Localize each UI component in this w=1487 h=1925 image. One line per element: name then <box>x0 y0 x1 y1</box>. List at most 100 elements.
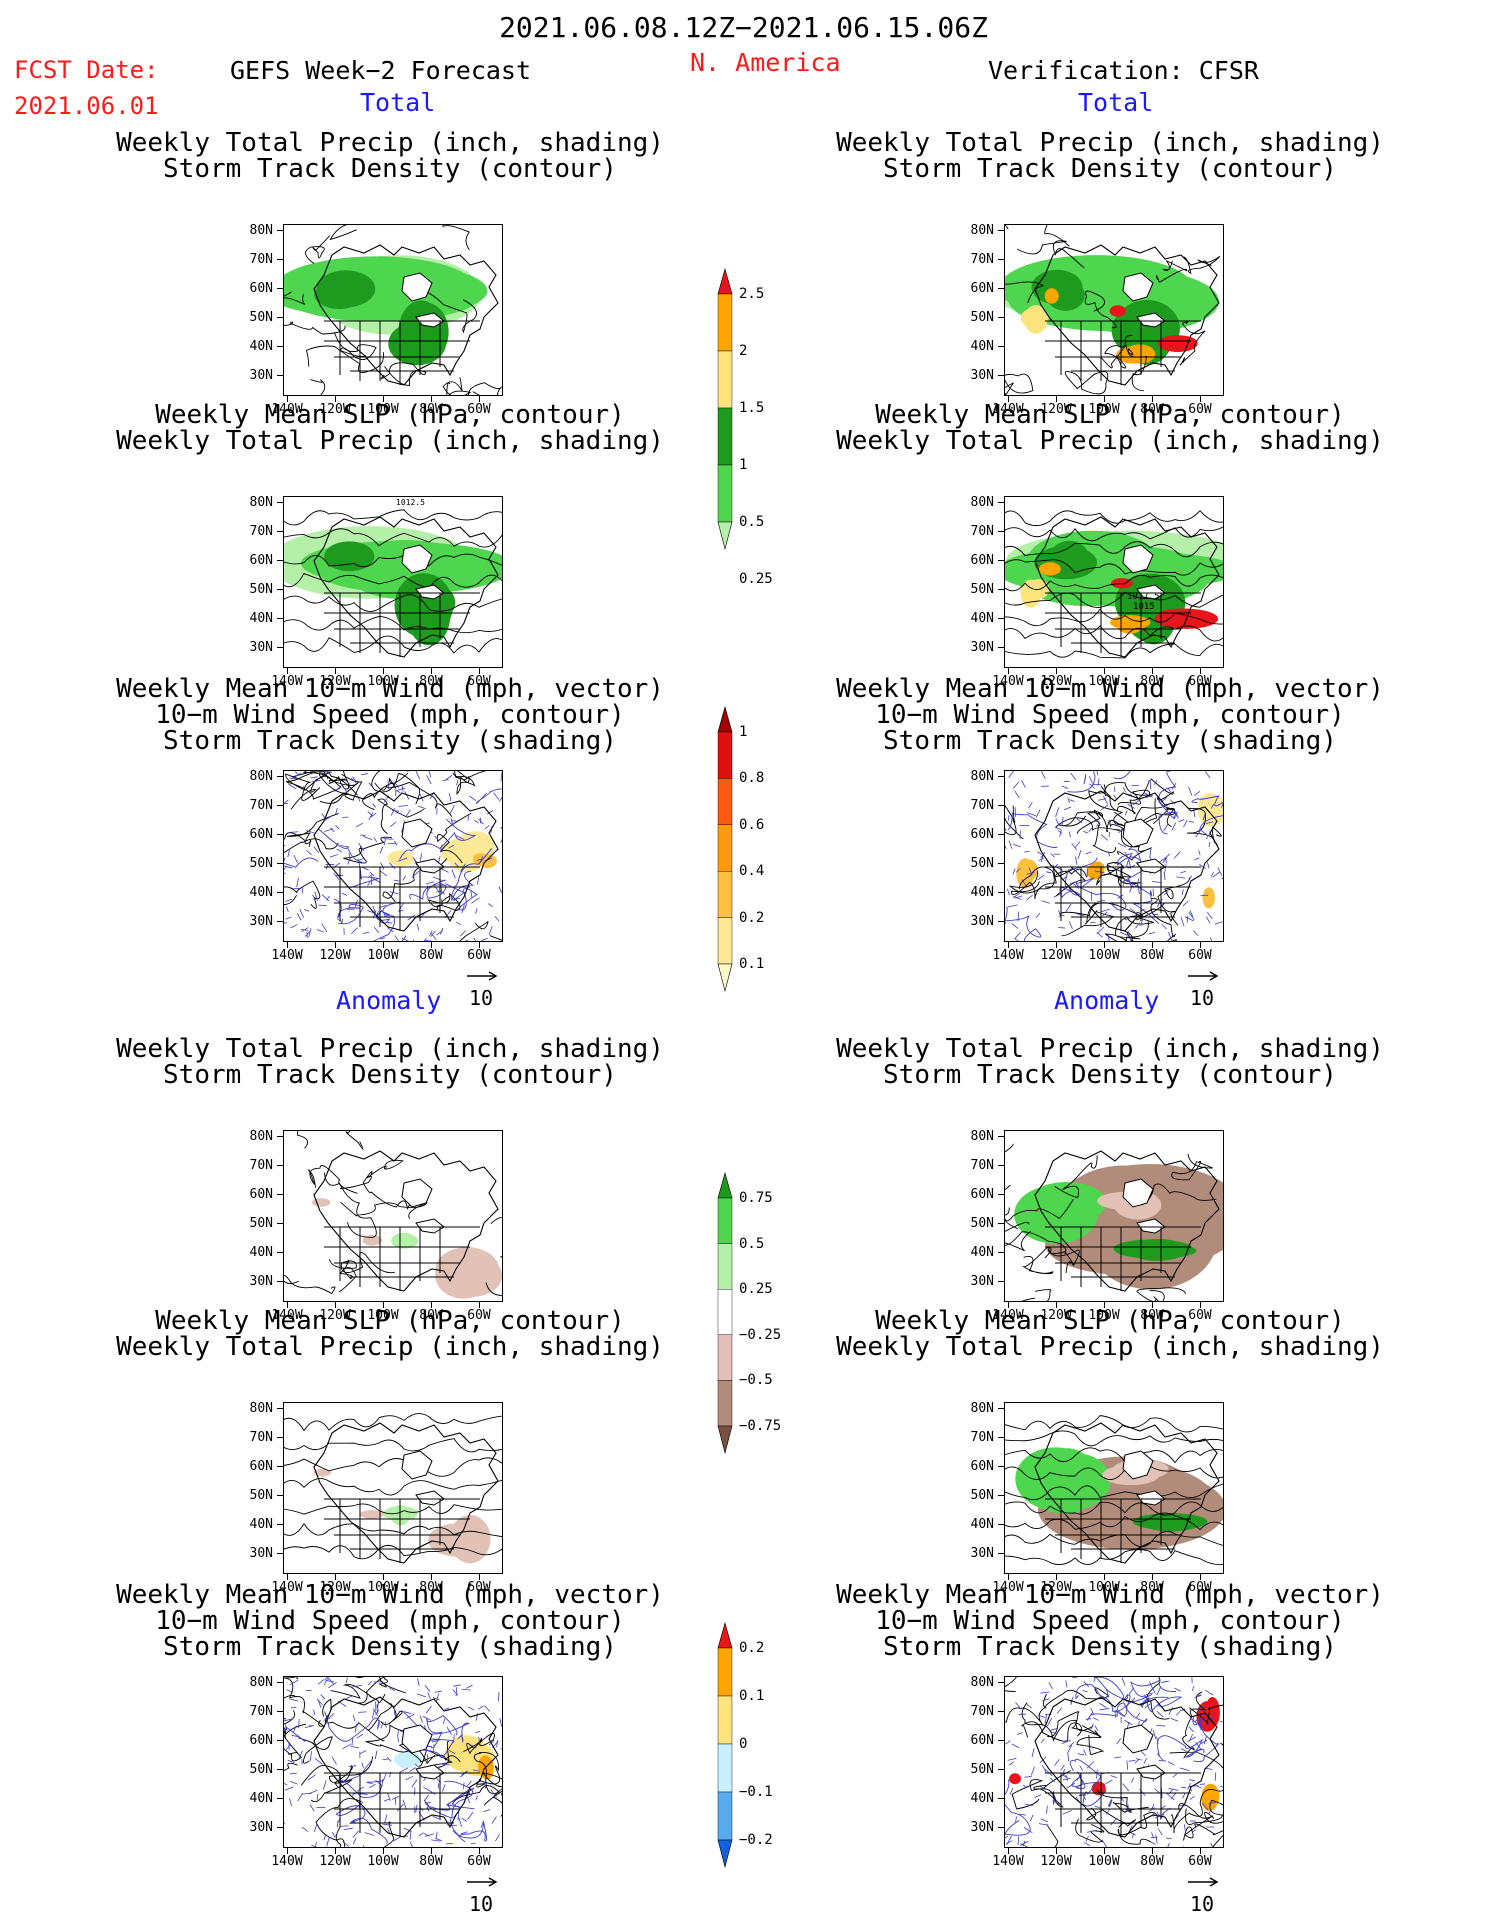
lat-tick <box>277 1769 283 1770</box>
fcst-date-label: FCST Date: <box>14 56 159 84</box>
colorbar-label: 0.2 <box>739 909 765 926</box>
isobar-label: 1015 <box>1133 602 1155 612</box>
panel-title: Weekly Mean SLP (hPa, contour) Weekly Tot… <box>70 1308 710 1360</box>
isobar-label: 1012.5 <box>396 498 425 507</box>
panel-title-line: Storm Track Density (contour) <box>883 1060 1337 1090</box>
vector-reference: 10 <box>1186 962 1220 1010</box>
lat-tick <box>998 1769 1004 1770</box>
panel-title-line: Weekly Total Precip (inch, shading) <box>116 426 664 456</box>
lat-tick <box>277 863 283 864</box>
lat-tick-label: 50N <box>970 1488 994 1503</box>
panel-title-line: 10−m Wind Speed (mph, contour) <box>155 1606 625 1636</box>
lat-tick-label: 40N <box>970 885 994 900</box>
lat-tick-label: 50N <box>970 1216 994 1231</box>
lat-tick-label: 50N <box>970 856 994 871</box>
panel-title-line: Storm Track Density (contour) <box>883 154 1337 184</box>
panel-title-line: Weekly Total Precip (inch, shading) <box>116 1034 664 1064</box>
lat-tick-label: 40N <box>970 1517 994 1532</box>
lat-tick-label: 30N <box>970 914 994 929</box>
lat-tick <box>277 1524 283 1525</box>
lat-tick <box>998 288 1004 289</box>
lon-tick <box>431 1848 432 1854</box>
lat-tick-label: 70N <box>970 1158 994 1173</box>
lat-tick <box>277 1740 283 1741</box>
lon-tick <box>1152 942 1153 948</box>
date-range-title: 2021.06.08.12Z−2021.06.15.06Z <box>499 11 988 44</box>
panel-title: Weekly Total Precip (inch, shading) Storm… <box>70 1036 710 1088</box>
lat-tick <box>998 1711 1004 1712</box>
lat-tick <box>998 863 1004 864</box>
lat-tick-label: 40N <box>249 1791 273 1806</box>
lat-tick-label: 40N <box>249 339 273 354</box>
lon-tick-label: 80W <box>419 1308 443 1323</box>
lon-tick-label: 60W <box>467 1580 491 1595</box>
colorbar-track-total <box>715 705 745 996</box>
lat-tick <box>998 1281 1004 1282</box>
lon-tick-label: 80W <box>419 1580 443 1595</box>
panel-title-line: Weekly Total Precip (inch, shading) <box>116 1332 664 1362</box>
lat-tick-label: 80N <box>970 1129 994 1144</box>
lon-tick <box>287 1574 288 1580</box>
lat-tick <box>998 892 1004 893</box>
lon-tick <box>479 942 480 948</box>
lon-tick-label: 60W <box>467 1854 491 1869</box>
lat-tick <box>277 531 283 532</box>
lat-tick <box>277 1165 283 1166</box>
lat-tick <box>277 1711 283 1712</box>
vector-reference-value: 10 <box>1190 1892 1215 1916</box>
lat-tick-label: 70N <box>970 1704 994 1719</box>
colorbar-precip-anom <box>715 1171 745 1458</box>
lat-tick <box>277 1281 283 1282</box>
lat-tick-label: 50N <box>249 1488 273 1503</box>
lat-tick <box>998 618 1004 619</box>
lat-tick-label: 70N <box>249 1430 273 1445</box>
lat-tick-label: 40N <box>249 1517 273 1532</box>
right-total-label: Total <box>1078 88 1154 117</box>
lat-tick-label: 80N <box>249 1401 273 1416</box>
panel-title: Weekly Total Precip (inch, shading) Storm… <box>790 130 1430 182</box>
lon-tick <box>1104 396 1105 402</box>
lon-tick-label: 140W <box>992 1580 1024 1595</box>
lat-tick <box>998 1466 1004 1467</box>
panel-title-line: 10−m Wind Speed (mph, contour) <box>875 700 1345 730</box>
lon-tick-label: 100W <box>1088 1308 1120 1323</box>
lon-tick <box>287 668 288 674</box>
colorbar-label: 1 <box>739 457 748 473</box>
lon-tick-label: 80W <box>1140 402 1164 417</box>
map-panel <box>1004 770 1224 942</box>
lat-tick <box>277 834 283 835</box>
lat-tick-label: 50N <box>249 310 273 325</box>
lat-tick-label: 70N <box>249 1158 273 1173</box>
lat-tick <box>998 1136 1004 1137</box>
map-panel <box>1004 1130 1224 1302</box>
panel-title-line: Storm Track Density (contour) <box>163 1060 617 1090</box>
lon-tick-label: 60W <box>1188 1308 1212 1323</box>
lat-tick-label: 40N <box>249 1245 273 1260</box>
lat-tick <box>998 1437 1004 1438</box>
lon-tick-label: 60W <box>1188 674 1212 689</box>
colorbar-label: 0.8 <box>739 770 765 787</box>
lat-tick <box>998 230 1004 231</box>
lat-tick <box>277 1437 283 1438</box>
lat-tick <box>998 502 1004 503</box>
lat-tick-label: 70N <box>970 1430 994 1445</box>
lat-tick <box>277 1223 283 1224</box>
lat-tick <box>998 776 1004 777</box>
lon-tick-label: 60W <box>467 1308 491 1323</box>
lon-tick <box>287 396 288 402</box>
lon-tick <box>1104 668 1105 674</box>
vector-reference-value: 10 <box>1190 986 1215 1010</box>
panel-title: Weekly Total Precip (inch, shading) Storm… <box>790 1036 1430 1088</box>
lat-tick <box>277 502 283 503</box>
colorbar-label: 1 <box>739 724 748 740</box>
lat-tick-label: 50N <box>249 582 273 597</box>
lat-tick-label: 50N <box>970 582 994 597</box>
lat-tick <box>998 921 1004 922</box>
panel-title: Weekly Mean 10−m Wind (mph, vector) 10−m … <box>70 676 710 754</box>
lat-tick-label: 70N <box>249 798 273 813</box>
lon-tick <box>1200 668 1201 674</box>
colorbar-label: −0.5 <box>739 1372 773 1389</box>
lon-tick-label: 120W <box>319 1580 351 1595</box>
vector-reference-arrow <box>467 971 498 981</box>
lat-tick <box>998 589 1004 590</box>
